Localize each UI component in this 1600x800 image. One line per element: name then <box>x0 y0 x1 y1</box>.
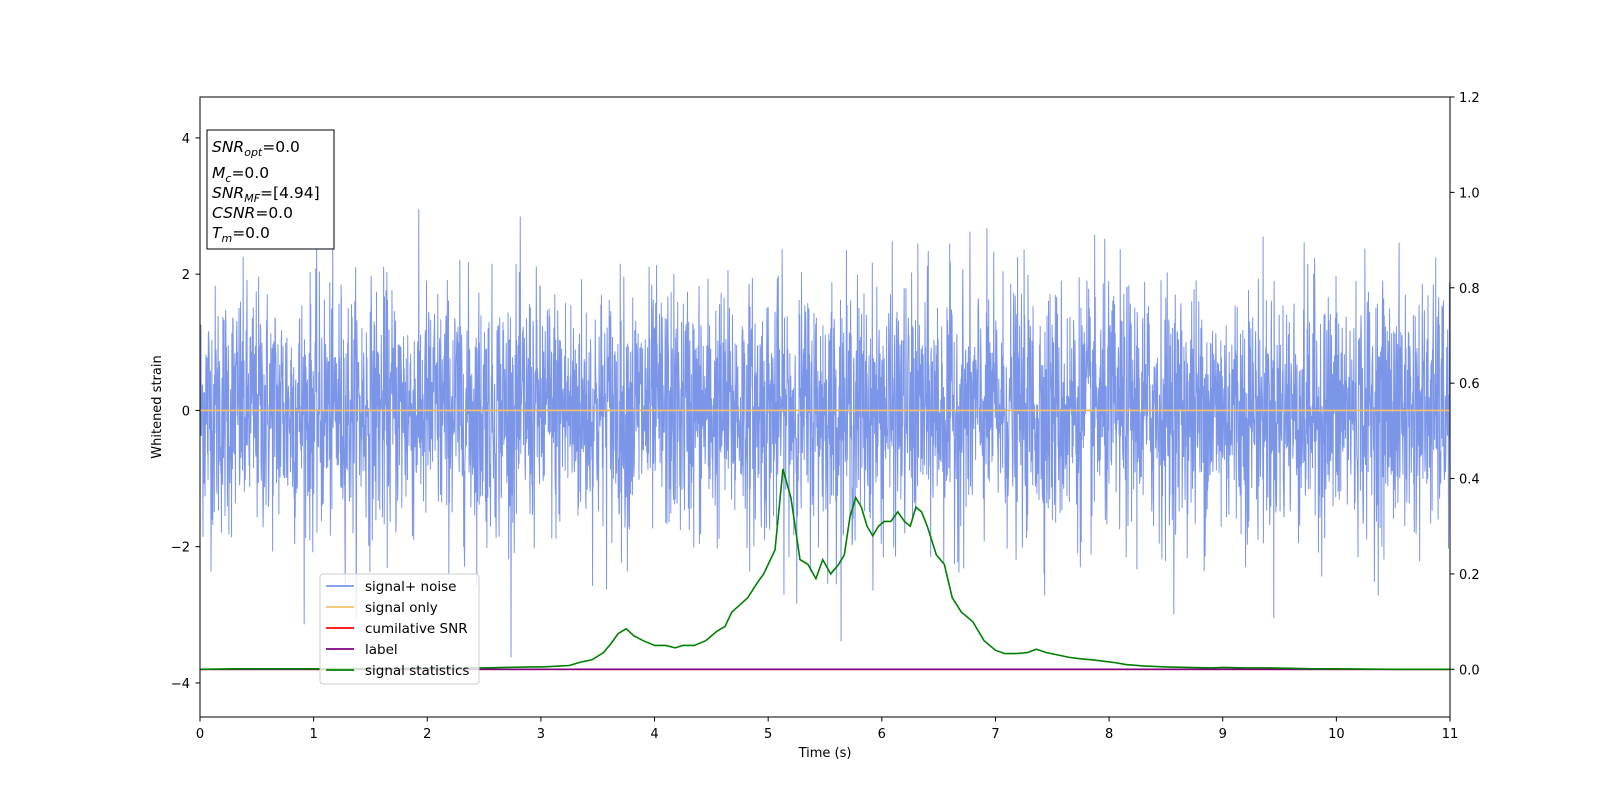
legend-item: signal statistics <box>326 663 469 679</box>
x-tick-label: 11 <box>1442 727 1459 742</box>
legend-label: cumilative SNR <box>365 621 468 637</box>
y-left-tick-label: −2 <box>171 541 190 556</box>
legend-item: label <box>326 642 398 658</box>
plot-frame <box>199 96 1451 718</box>
x-tick-label: 9 <box>1219 727 1227 742</box>
y-left-tick-label: 2 <box>182 268 190 283</box>
x-tick-label: 2 <box>423 727 431 742</box>
y-left-tick-label: 0 <box>182 404 190 419</box>
x-tick-label: 0 <box>196 727 204 742</box>
legend-item: cumilative SNR <box>326 621 468 637</box>
x-tick-label: 10 <box>1328 727 1345 742</box>
x-tick-label: 4 <box>650 727 658 742</box>
x-tick-label: 6 <box>878 727 886 742</box>
x-tick-label: 7 <box>991 727 999 742</box>
y-axis-left: −4 −2 0 2 4 <box>171 132 200 692</box>
info-line: SNRopt=0.0 <box>212 138 300 159</box>
y-right-tick-label: 0.8 <box>1459 282 1480 297</box>
info-line: SNRMF=[4.94] <box>212 184 320 205</box>
y-right-tick-label: 1.0 <box>1459 186 1480 201</box>
y-right-tick-label: 0.4 <box>1459 473 1480 488</box>
signal-noise-line <box>200 209 1450 658</box>
legend-label: signal statistics <box>365 663 469 679</box>
legend-label: label <box>365 642 398 658</box>
info-box-frame <box>206 129 335 250</box>
y-axis-label: Whitened strain <box>150 355 165 458</box>
x-axis: 0 1 2 3 4 5 6 7 8 9 10 11 <box>196 717 1458 742</box>
y-left-tick-label: −4 <box>171 677 190 692</box>
y-right-tick-label: 1.2 <box>1459 91 1480 106</box>
legend-item: signal only <box>326 600 438 616</box>
legend-frame <box>319 573 480 685</box>
y-right-tick-label: 0.0 <box>1459 663 1480 678</box>
info-line: Mc=0.0 <box>212 164 269 185</box>
legend: signal+ noise signal only cumilative SNR la… <box>319 573 480 685</box>
y-right-tick-label: 0.6 <box>1459 377 1480 392</box>
legend-item: signal+ noise <box>326 579 456 595</box>
y-left-tick-label: 4 <box>182 132 190 147</box>
legend-label: signal+ noise <box>365 579 456 595</box>
signal-statistics-line <box>200 468 1450 671</box>
x-tick-label: 5 <box>764 727 772 742</box>
y-axis-right: 0.0 0.2 0.4 0.6 0.8 1.0 1.2 <box>1450 91 1480 678</box>
info-line: CSNR=0.0 <box>212 204 293 222</box>
info-line: Tm=0.0 <box>212 224 270 245</box>
legend-label: signal only <box>365 600 438 616</box>
x-axis-label: Time (s) <box>798 746 852 761</box>
x-tick-label: 1 <box>309 727 317 742</box>
x-tick-label: 8 <box>1105 727 1113 742</box>
y-right-tick-label: 0.2 <box>1459 568 1480 583</box>
x-tick-label: 3 <box>537 727 545 742</box>
